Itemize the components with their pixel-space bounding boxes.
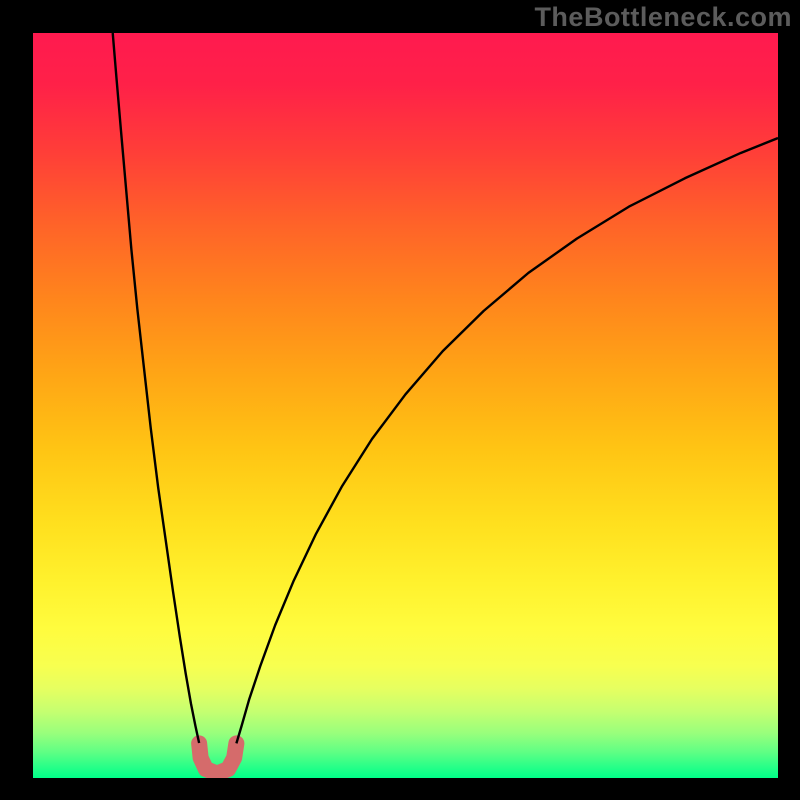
watermark-text: TheBottleneck.com bbox=[534, 2, 792, 33]
chart-canvas: TheBottleneck.com bbox=[0, 0, 800, 800]
optimal-zone-u-marker bbox=[199, 743, 236, 773]
plot-area bbox=[33, 33, 778, 778]
curve-overlay bbox=[33, 33, 778, 778]
bottleneck-curve-left-branch bbox=[113, 33, 199, 743]
bottleneck-curve-right-branch bbox=[236, 138, 778, 743]
